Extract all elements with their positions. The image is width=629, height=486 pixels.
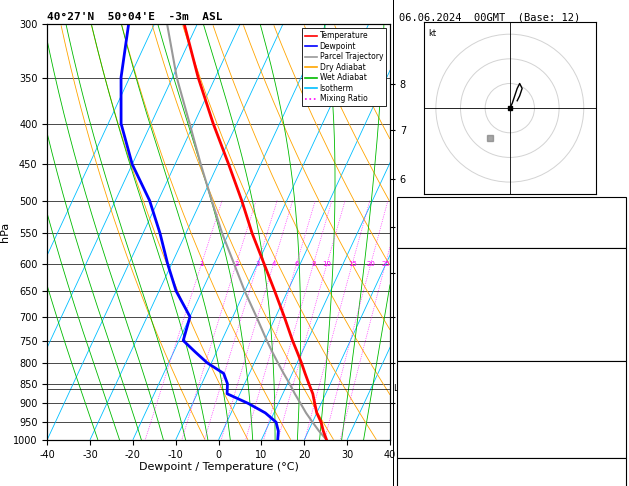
Text: 6: 6 [294, 260, 299, 266]
Text: 325: 325 [605, 296, 623, 307]
Text: 25.2: 25.2 [599, 265, 623, 276]
Text: 1014: 1014 [599, 378, 623, 388]
Text: kt: kt [428, 29, 437, 38]
Text: 0: 0 [617, 328, 623, 338]
Text: Most Unstable: Most Unstable [473, 364, 550, 374]
Text: © weatheronline.co.uk: © weatheronline.co.uk [463, 472, 559, 481]
Text: 13.8: 13.8 [599, 281, 623, 291]
Text: 15: 15 [611, 199, 623, 209]
Text: 40°27'N  50°04'E  -3m  ASL: 40°27'N 50°04'E -3m ASL [47, 12, 223, 22]
Text: 41: 41 [611, 215, 623, 225]
Text: 325: 325 [605, 394, 623, 404]
Text: 0: 0 [617, 425, 623, 435]
Text: CAPE (J): CAPE (J) [402, 425, 449, 435]
Text: K: K [402, 199, 408, 209]
Text: CAPE (J): CAPE (J) [402, 328, 449, 338]
Text: LCL: LCL [393, 384, 408, 393]
Text: EH: EH [402, 475, 414, 486]
Text: Dewp (°C): Dewp (°C) [402, 281, 455, 291]
Text: 15: 15 [348, 260, 357, 266]
Text: PW (cm): PW (cm) [402, 230, 443, 241]
Y-axis label: km
ASL: km ASL [416, 221, 435, 243]
Y-axis label: hPa: hPa [0, 222, 10, 242]
Text: 4: 4 [271, 260, 276, 266]
Text: Totals Totals: Totals Totals [402, 215, 478, 225]
Text: 25: 25 [381, 260, 390, 266]
Text: Lifted Index: Lifted Index [402, 409, 472, 419]
Legend: Temperature, Dewpoint, Parcel Trajectory, Dry Adiabat, Wet Adiabat, Isotherm, Mi: Temperature, Dewpoint, Parcel Trajectory… [302, 28, 386, 106]
Text: 20: 20 [367, 260, 376, 266]
Text: 3: 3 [617, 409, 623, 419]
Text: 1: 1 [199, 260, 204, 266]
Text: θₑ (K): θₑ (K) [402, 394, 437, 404]
Text: Temp (°C): Temp (°C) [402, 265, 455, 276]
X-axis label: Dewpoint / Temperature (°C): Dewpoint / Temperature (°C) [138, 462, 299, 472]
Text: Hodograph: Hodograph [485, 461, 538, 471]
Text: CIN (J): CIN (J) [402, 440, 443, 451]
Text: -30: -30 [605, 475, 623, 486]
Text: Lifted Index: Lifted Index [402, 312, 472, 322]
Text: 2: 2 [234, 260, 238, 266]
Text: CIN (J): CIN (J) [402, 343, 443, 353]
Text: Pressure (mb): Pressure (mb) [402, 378, 478, 388]
Text: 3: 3 [617, 312, 623, 322]
Text: 1.77: 1.77 [599, 230, 623, 241]
Text: 8: 8 [311, 260, 316, 266]
Text: Surface: Surface [491, 251, 532, 261]
Text: 0: 0 [617, 440, 623, 451]
Text: 10: 10 [323, 260, 331, 266]
Text: 06.06.2024  00GMT  (Base: 12): 06.06.2024 00GMT (Base: 12) [399, 12, 581, 22]
Text: 3: 3 [255, 260, 260, 266]
Text: 0: 0 [617, 343, 623, 353]
Text: θₑ(K): θₑ(K) [402, 296, 431, 307]
